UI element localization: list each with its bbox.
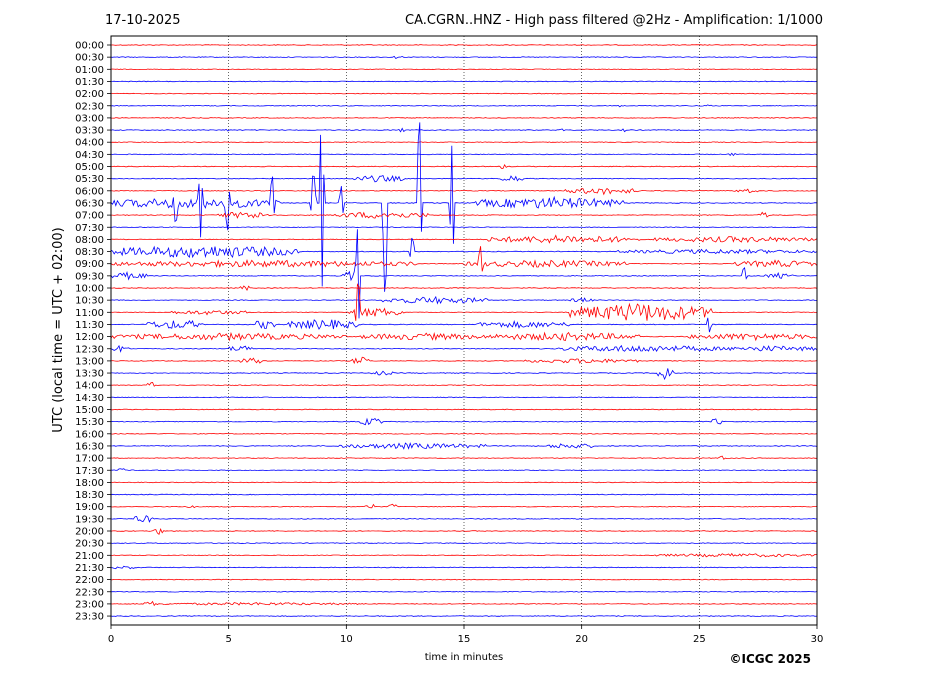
x-tick-label: 10 [340,634,353,645]
y-tick-label: 03:00 [75,113,104,124]
trace-line [110,163,817,169]
y-tick-label: 18:30 [75,490,104,501]
y-tick-label: 19:30 [75,514,104,525]
trace-line [110,455,817,460]
trace-line [110,396,817,399]
trace-line [110,433,817,435]
trace-line [111,285,817,291]
y-tick-label: 02:30 [75,101,104,112]
y-tick-label: 20:00 [75,527,104,538]
y-tick-label: 20:30 [75,539,104,550]
y-tick-label: 05:30 [75,174,104,185]
y-tick-label: 16:00 [75,429,104,440]
y-tick-label: 07:00 [75,211,104,222]
y-tick-label: 09:30 [75,271,104,282]
y-tick-label: 03:30 [75,126,104,137]
y-tick-label: 19:00 [75,502,104,513]
trace-line [110,187,817,196]
x-axis-label: time in minutes [425,652,504,663]
y-tick-label: 04:00 [75,138,104,149]
y-tick-label: 01:30 [75,77,104,88]
y-tick-label: 07:30 [75,223,104,234]
trace-line [110,468,817,472]
grid-layer [228,36,700,625]
y-tick-label: 21:30 [75,563,104,574]
trace-line [110,122,817,292]
x-axis: 0 5 10 15 20 25 30 [108,625,824,645]
trace-line [110,127,817,133]
date-label: 17-10-2025 [105,13,181,28]
trace-line [110,442,817,450]
y-tick-label: 06:30 [75,198,104,209]
y-tick-label: 15:30 [75,417,104,428]
y-tick-label: 11:00 [75,308,104,319]
y-tick-label: 02:00 [75,89,104,100]
trace-line [110,226,817,229]
y-tick-label: 15:00 [75,405,104,416]
y-tick-label: 12:30 [75,344,104,355]
trace-line [110,503,817,509]
y-tick-label: 14:30 [75,393,104,404]
trace-line [110,417,817,426]
trace-line [110,234,817,244]
y-tick-label: 06:00 [75,186,104,197]
trace-line [110,174,817,183]
x-tick-label: 20 [575,634,588,645]
y-tick-label: 22:30 [75,587,104,598]
copyright-credit: ©ICGC 2025 [729,652,811,666]
trace-line [110,152,817,157]
y-tick-label: 21:00 [75,551,104,562]
x-tick-label: 30 [811,634,824,645]
y-axis-label: UTC (local time = UTC + 02:00) [51,227,66,432]
trace-line [110,493,817,496]
y-tick-label: 00:30 [75,53,104,64]
x-tick-label: 0 [108,634,114,645]
y-tick-label: 08:00 [75,235,104,246]
trace-line [111,211,817,219]
x-tick-label: 15 [458,634,471,645]
trace-line [111,368,817,381]
y-tick-label: 17:00 [75,454,104,465]
y-tick-label: 04:30 [75,150,104,161]
y-tick-label: 23:30 [75,612,104,623]
y-tick-label: 13:30 [75,369,104,380]
y-tick-label: 22:00 [75,575,104,586]
y-tick-label: 16:30 [75,441,104,452]
y-tick-label: 17:30 [75,466,104,477]
y-tick-label: 00:00 [75,41,104,52]
y-tick-label: 09:00 [75,259,104,270]
x-tick-label: 5 [225,634,231,645]
y-tick-label: 01:00 [75,65,104,76]
y-tick-label: 10:30 [75,296,104,307]
y-tick-label: 10:00 [75,284,104,295]
chart-title: CA.CGRN..HNZ - High pass filtered @2Hz -… [405,13,823,28]
trace-line [111,408,817,411]
y-tick-label: 13:00 [75,356,104,367]
y-tick-label: 11:30 [75,320,104,331]
y-tick-label: 23:00 [75,599,104,610]
y-tick-label: 05:00 [75,162,104,173]
y-tick-label: 12:00 [75,332,104,343]
y-tick-label: 18:00 [75,478,104,489]
x-tick-label: 25 [693,634,706,645]
trace-line [110,141,817,143]
trace-line [110,481,817,484]
y-tick-label: 14:00 [75,381,104,392]
y-tick-label: 08:30 [75,247,104,258]
